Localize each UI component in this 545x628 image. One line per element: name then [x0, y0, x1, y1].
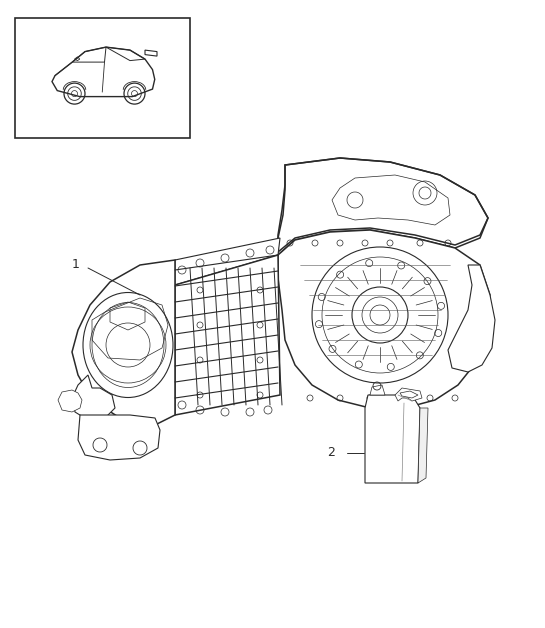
Text: 2: 2 — [327, 447, 335, 460]
Polygon shape — [78, 415, 160, 460]
Polygon shape — [370, 385, 385, 395]
Polygon shape — [365, 395, 420, 483]
Polygon shape — [72, 375, 115, 420]
Bar — [15, 18, 190, 138]
Polygon shape — [72, 260, 175, 425]
Polygon shape — [175, 238, 280, 285]
Polygon shape — [278, 158, 488, 252]
Polygon shape — [175, 255, 280, 415]
Text: 1: 1 — [72, 259, 80, 271]
Polygon shape — [58, 390, 82, 412]
Polygon shape — [418, 408, 428, 483]
Polygon shape — [278, 230, 490, 408]
Polygon shape — [395, 388, 422, 401]
Polygon shape — [448, 265, 495, 372]
